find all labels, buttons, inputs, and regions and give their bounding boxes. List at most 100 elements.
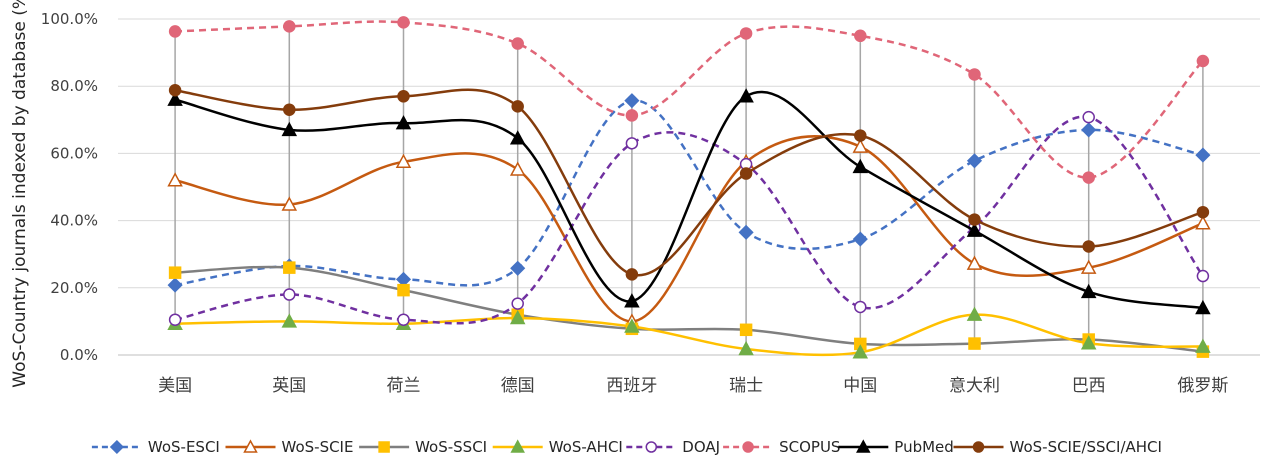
data-point	[852, 138, 869, 153]
data-point	[378, 441, 390, 453]
data-point	[739, 323, 753, 337]
data-point	[1082, 110, 1095, 124]
legend-item: WoS-SCIE	[225, 438, 353, 456]
y-axis-label: WoS-Country journals indexed by database…	[10, 0, 30, 388]
legend-item: WoS-SSCI	[359, 438, 487, 456]
data-point	[510, 439, 525, 453]
data-point	[397, 90, 410, 103]
data-point	[966, 222, 983, 237]
data-point	[168, 266, 182, 279]
series-line	[174, 88, 1204, 277]
series-line	[175, 313, 1203, 357]
y-tick-label: 20.0%	[50, 279, 98, 297]
legend-label: WoS-SSCI	[415, 438, 487, 456]
data-point	[395, 153, 412, 169]
legend-label: WoS-AHCI	[549, 438, 623, 456]
data-point	[395, 115, 412, 130]
series-line	[174, 99, 1204, 287]
data-point	[645, 441, 658, 453]
data-point	[738, 224, 754, 240]
x-tick-label: 瑞士	[729, 376, 763, 396]
data-point	[510, 260, 526, 276]
legend: WoS-ESCI WoS-SCIE WoS-SSCI WoS-AHCI DOAJ SCOP…	[91, 438, 1162, 456]
x-tick-label: 英国	[272, 376, 306, 396]
x-tick-label: 中国	[843, 376, 877, 396]
data-point	[168, 313, 182, 326]
series-wos-esci	[167, 93, 1211, 293]
x-tick-label: 美国	[158, 376, 192, 396]
data-point	[509, 309, 526, 325]
data-point	[281, 313, 298, 328]
data-point	[625, 137, 639, 150]
series-wos-scie-ssci-ahci	[168, 83, 1210, 281]
data-point	[397, 313, 410, 326]
data-point	[167, 172, 183, 187]
legend-item: WoS-SCIE/SSCI/AHCI	[953, 438, 1162, 456]
data-point	[852, 344, 869, 359]
grid-lines	[118, 18, 1260, 356]
data-point	[243, 439, 258, 453]
legend-label: DOAJ	[682, 438, 720, 456]
legend-label: SCOPUS	[779, 438, 840, 456]
data-point	[509, 161, 526, 176]
data-point	[397, 283, 410, 297]
x-tick-label: 俄罗斯	[1177, 376, 1228, 396]
legend-label: WoS-SCIE/SSCI/AHCI	[1010, 438, 1162, 456]
data-point	[1080, 259, 1097, 274]
data-point	[739, 27, 753, 40]
data-point	[168, 83, 182, 97]
data-point	[968, 68, 981, 81]
data-point	[856, 439, 871, 453]
legend-item: DOAJ	[626, 438, 720, 456]
data-point	[738, 340, 754, 356]
y-tick-label: 80.0%	[50, 77, 98, 95]
data-point	[1195, 147, 1211, 163]
data-point	[625, 109, 639, 122]
legend-label: WoS-ESCI	[148, 438, 220, 456]
series-group	[167, 16, 1211, 359]
data-point	[511, 100, 524, 113]
data-point	[167, 277, 183, 293]
data-point	[968, 213, 981, 226]
data-point	[509, 130, 526, 145]
data-point	[1080, 335, 1097, 350]
data-point	[511, 297, 524, 310]
data-point	[852, 231, 868, 247]
data-point	[852, 158, 869, 174]
data-point	[167, 91, 183, 106]
legend-item: PubMed	[838, 438, 954, 456]
legend-label: PubMed	[894, 438, 954, 456]
data-point	[1195, 215, 1211, 230]
series-line	[175, 265, 1204, 353]
data-point	[966, 153, 983, 169]
data-point	[1195, 338, 1211, 353]
data-point	[966, 255, 983, 270]
y-tick-label: 100.0%	[41, 10, 98, 28]
data-point	[283, 20, 296, 33]
data-point	[738, 88, 754, 103]
series-line	[174, 90, 1204, 310]
data-point	[397, 16, 410, 29]
series-line	[175, 20, 1204, 179]
series-line	[174, 135, 1204, 323]
data-point	[1082, 240, 1095, 253]
data-point	[624, 318, 640, 333]
x-axis-ticks: 美国 英国 荷兰 德国 西班牙 瑞士 中国 意大利 巴西 俄罗斯	[158, 376, 1228, 396]
data-point	[854, 129, 867, 142]
data-point	[283, 288, 296, 301]
y-tick-label: 40.0%	[50, 212, 98, 230]
data-point	[283, 103, 296, 116]
data-point	[1196, 269, 1210, 283]
data-point	[168, 25, 182, 38]
data-point	[511, 37, 524, 50]
data-point	[109, 439, 124, 455]
data-point	[972, 441, 985, 453]
data-point	[281, 196, 298, 211]
series-pubmed	[167, 88, 1211, 315]
legend-item: SCOPUS	[723, 438, 840, 456]
y-axis-ticks: 0.0% 20.0% 40.0% 60.0% 80.0% 100.0%	[41, 10, 98, 364]
x-tick-label: 巴西	[1072, 376, 1106, 396]
data-point	[283, 261, 296, 274]
data-point	[966, 306, 983, 321]
legend-item: WoS-AHCI	[492, 438, 623, 456]
